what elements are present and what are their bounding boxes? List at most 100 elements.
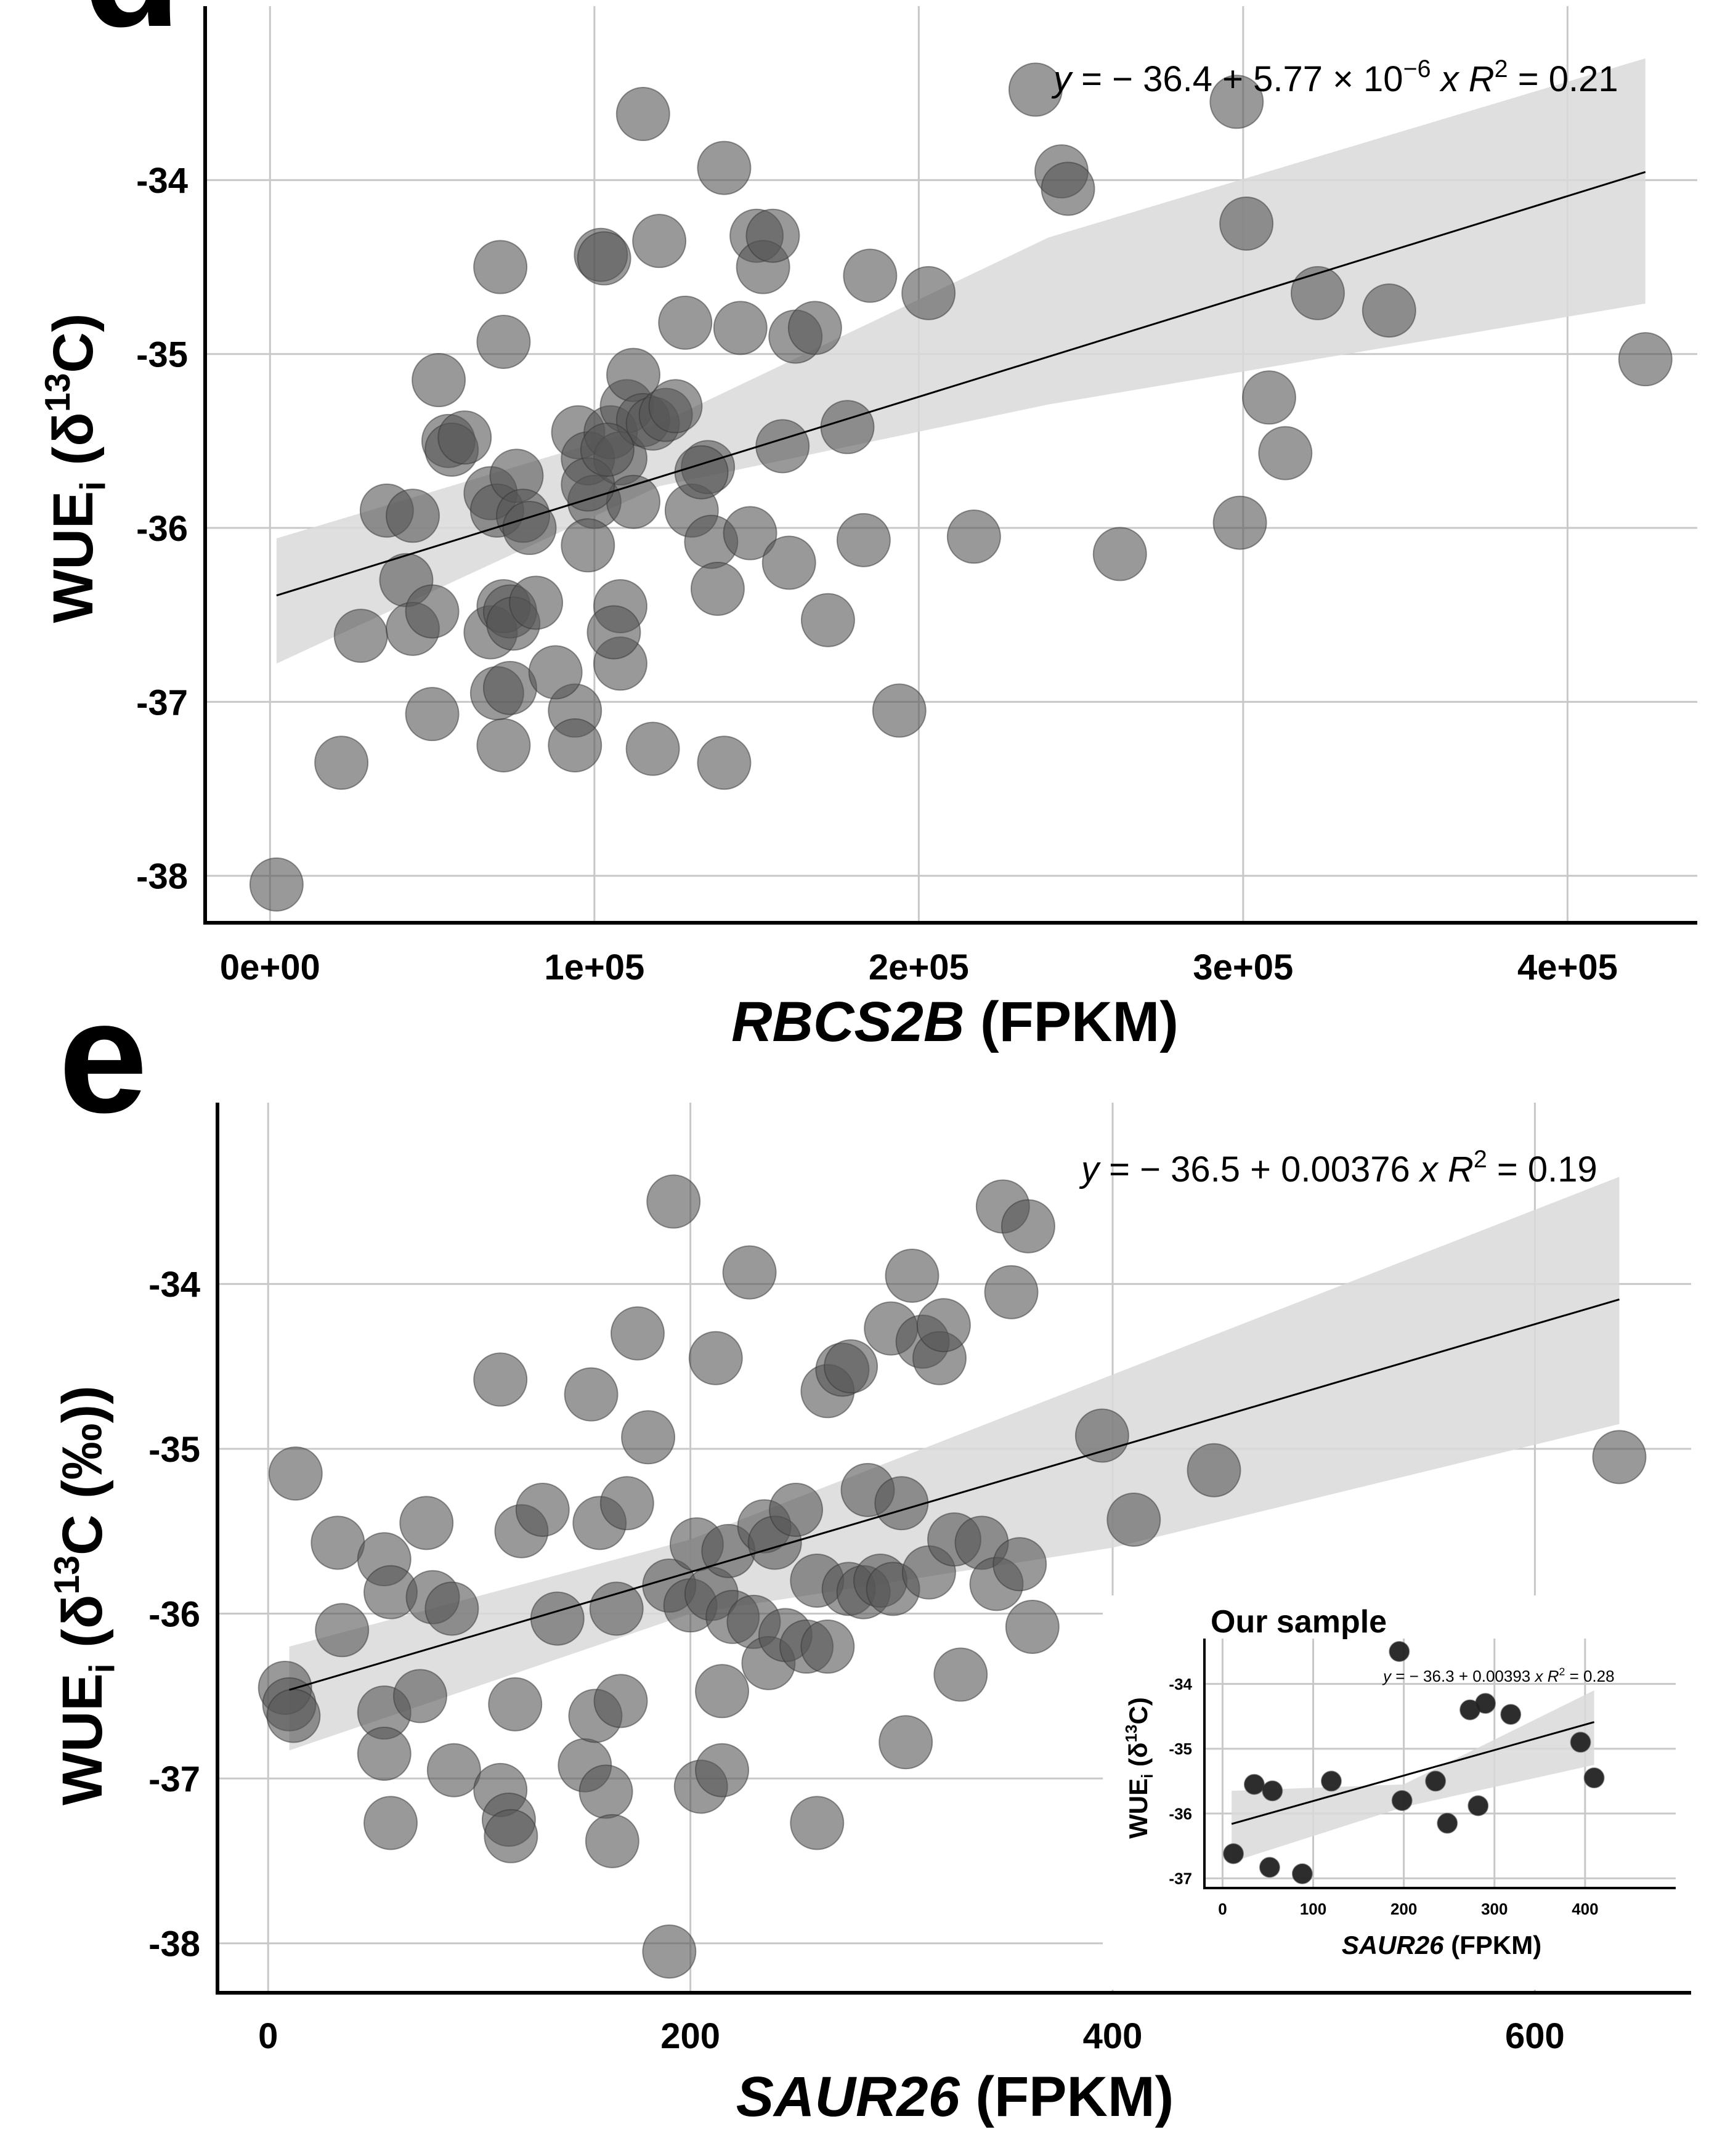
data-point-79 bbox=[1209, 75, 1264, 129]
data-point-53 bbox=[768, 1482, 823, 1537]
data-point-11 bbox=[1467, 1795, 1489, 1817]
y-tick-label-2: -35 bbox=[1169, 1740, 1192, 1758]
y-tick-label-3: -34 bbox=[1169, 1675, 1192, 1693]
y-tick-label-1: -37 bbox=[148, 1759, 200, 1799]
data-point-26 bbox=[476, 718, 531, 772]
confidence-band bbox=[276, 58, 1646, 664]
data-point-61 bbox=[872, 683, 927, 738]
data-point-23 bbox=[509, 575, 564, 630]
data-point-6 bbox=[385, 488, 440, 543]
inset-title: Our sample bbox=[1211, 1604, 1387, 1640]
data-point-60 bbox=[824, 1339, 879, 1394]
data-point-81 bbox=[1212, 495, 1267, 550]
x-axis-title-unit: (FPKM) bbox=[1444, 1931, 1542, 1959]
y-tick-label-1: -36 bbox=[1169, 1804, 1192, 1823]
data-point-44 bbox=[695, 1743, 750, 1797]
y-tick-label-1: -37 bbox=[136, 683, 188, 723]
data-point-81 bbox=[1000, 1199, 1055, 1254]
equation-body: = − 36.5 + 0.00376 bbox=[1099, 1149, 1420, 1189]
equation-spacer bbox=[1438, 1149, 1448, 1189]
x-tick-label-2: 400 bbox=[1083, 2016, 1143, 2056]
data-point-79 bbox=[984, 1265, 1039, 1319]
data-point-70 bbox=[548, 718, 603, 772]
data-point-2 bbox=[333, 609, 388, 663]
y-axis-title-subscript: i bbox=[83, 1663, 122, 1673]
x-tick-label-0: 0e+00 bbox=[220, 947, 320, 987]
data-point-8 bbox=[357, 1726, 412, 1781]
data-point-15 bbox=[1583, 1767, 1605, 1789]
data-point-5 bbox=[315, 1603, 370, 1658]
equation-body: = − 36.4 + 5.77 × 10 bbox=[1071, 59, 1403, 99]
data-point-48 bbox=[713, 301, 768, 355]
data-point-21 bbox=[502, 501, 557, 556]
data-point-31 bbox=[593, 1674, 648, 1728]
y-tick-label-0: -38 bbox=[148, 1924, 200, 1964]
data-point-25 bbox=[564, 1367, 619, 1422]
data-point-9 bbox=[1437, 1812, 1458, 1834]
x-tick-label-2: 2e+05 bbox=[869, 947, 969, 987]
data-point-27 bbox=[405, 687, 460, 742]
y-axis-title-subscript: i bbox=[73, 481, 113, 491]
x-axis-title-gene: SAUR26 bbox=[736, 2065, 960, 2128]
equation-r2-superscript: 2 bbox=[1495, 55, 1508, 83]
y-tick-label-3: -35 bbox=[136, 335, 188, 375]
x-axis-title-unit: (FPKM) bbox=[964, 991, 1178, 1053]
data-point-30 bbox=[589, 1581, 644, 1636]
y-axis-title-main: WUE bbox=[51, 1673, 114, 1805]
data-point-63 bbox=[615, 87, 670, 142]
y-tick-label-0: -37 bbox=[1169, 1870, 1192, 1888]
data-point-82 bbox=[1241, 370, 1296, 425]
x-axis-title-gene: SAUR26 bbox=[1342, 1931, 1444, 1959]
data-point-84 bbox=[1106, 1493, 1161, 1547]
data-point-78 bbox=[1092, 527, 1147, 582]
data-point-59 bbox=[836, 513, 891, 567]
data-point-7 bbox=[1391, 1789, 1413, 1811]
equation-y: y bbox=[1079, 1149, 1101, 1189]
data-point-36 bbox=[646, 1174, 701, 1229]
y-tick-label-4: -34 bbox=[148, 1265, 200, 1305]
data-point-83 bbox=[1074, 1408, 1129, 1463]
data-point-4 bbox=[310, 1515, 365, 1570]
x-tick-label-1: 1e+05 bbox=[544, 947, 644, 987]
y-axis-title-open: (δ bbox=[51, 1594, 114, 1663]
data-point-5 bbox=[1320, 1770, 1342, 1792]
data-point-80 bbox=[992, 1537, 1047, 1592]
data-point-3 bbox=[268, 1446, 323, 1501]
regression-equation: y = − 36.3 + 0.00393 x R2 = 0.28 bbox=[1382, 1666, 1615, 1685]
data-point-80 bbox=[1219, 196, 1274, 251]
data-point-2 bbox=[266, 1688, 321, 1743]
data-point-20 bbox=[488, 1677, 543, 1732]
data-point-77 bbox=[1041, 161, 1095, 216]
data-point-64 bbox=[625, 721, 680, 776]
data-point-41 bbox=[648, 379, 703, 434]
data-point-8 bbox=[412, 353, 466, 408]
regression-line bbox=[289, 1298, 1620, 1691]
data-point-53 bbox=[755, 419, 810, 474]
x-axis-title: SAUR26 (FPKM) bbox=[736, 2065, 1174, 2128]
regression-equation: y = − 36.4 + 5.77 × 10−6 x R2 = 0.21 bbox=[1051, 55, 1618, 99]
data-point-11 bbox=[437, 410, 492, 465]
data-point-1 bbox=[1243, 1773, 1265, 1795]
data-point-57 bbox=[800, 593, 855, 647]
data-point-7 bbox=[405, 584, 460, 639]
equation-r: R bbox=[1548, 1667, 1559, 1685]
y-axis-title-superscript: 13 bbox=[38, 373, 78, 412]
equation-r2-value: = 0.21 bbox=[1508, 59, 1618, 99]
data-point-72 bbox=[561, 518, 615, 573]
y-tick-label-0: -38 bbox=[136, 857, 188, 897]
y-axis-title: WUEi (δ13C) bbox=[1122, 1697, 1156, 1839]
data-point-62 bbox=[901, 265, 956, 320]
x-tick-label-0: 0 bbox=[258, 2016, 278, 2056]
regression-line bbox=[1231, 1721, 1595, 1825]
equation-y: y bbox=[1051, 59, 1073, 99]
equation-x: x bbox=[1431, 59, 1460, 99]
data-point-29 bbox=[585, 1814, 639, 1868]
data-point-84 bbox=[1290, 265, 1345, 320]
data-point-47 bbox=[697, 140, 752, 195]
data-point-23 bbox=[530, 1591, 585, 1646]
data-point-83 bbox=[1258, 426, 1313, 480]
regression-equation: y = − 36.5 + 0.00376 x R2 = 0.19 bbox=[1079, 1146, 1597, 1189]
data-point-28 bbox=[578, 1764, 633, 1819]
equation-spacer bbox=[1459, 59, 1469, 99]
